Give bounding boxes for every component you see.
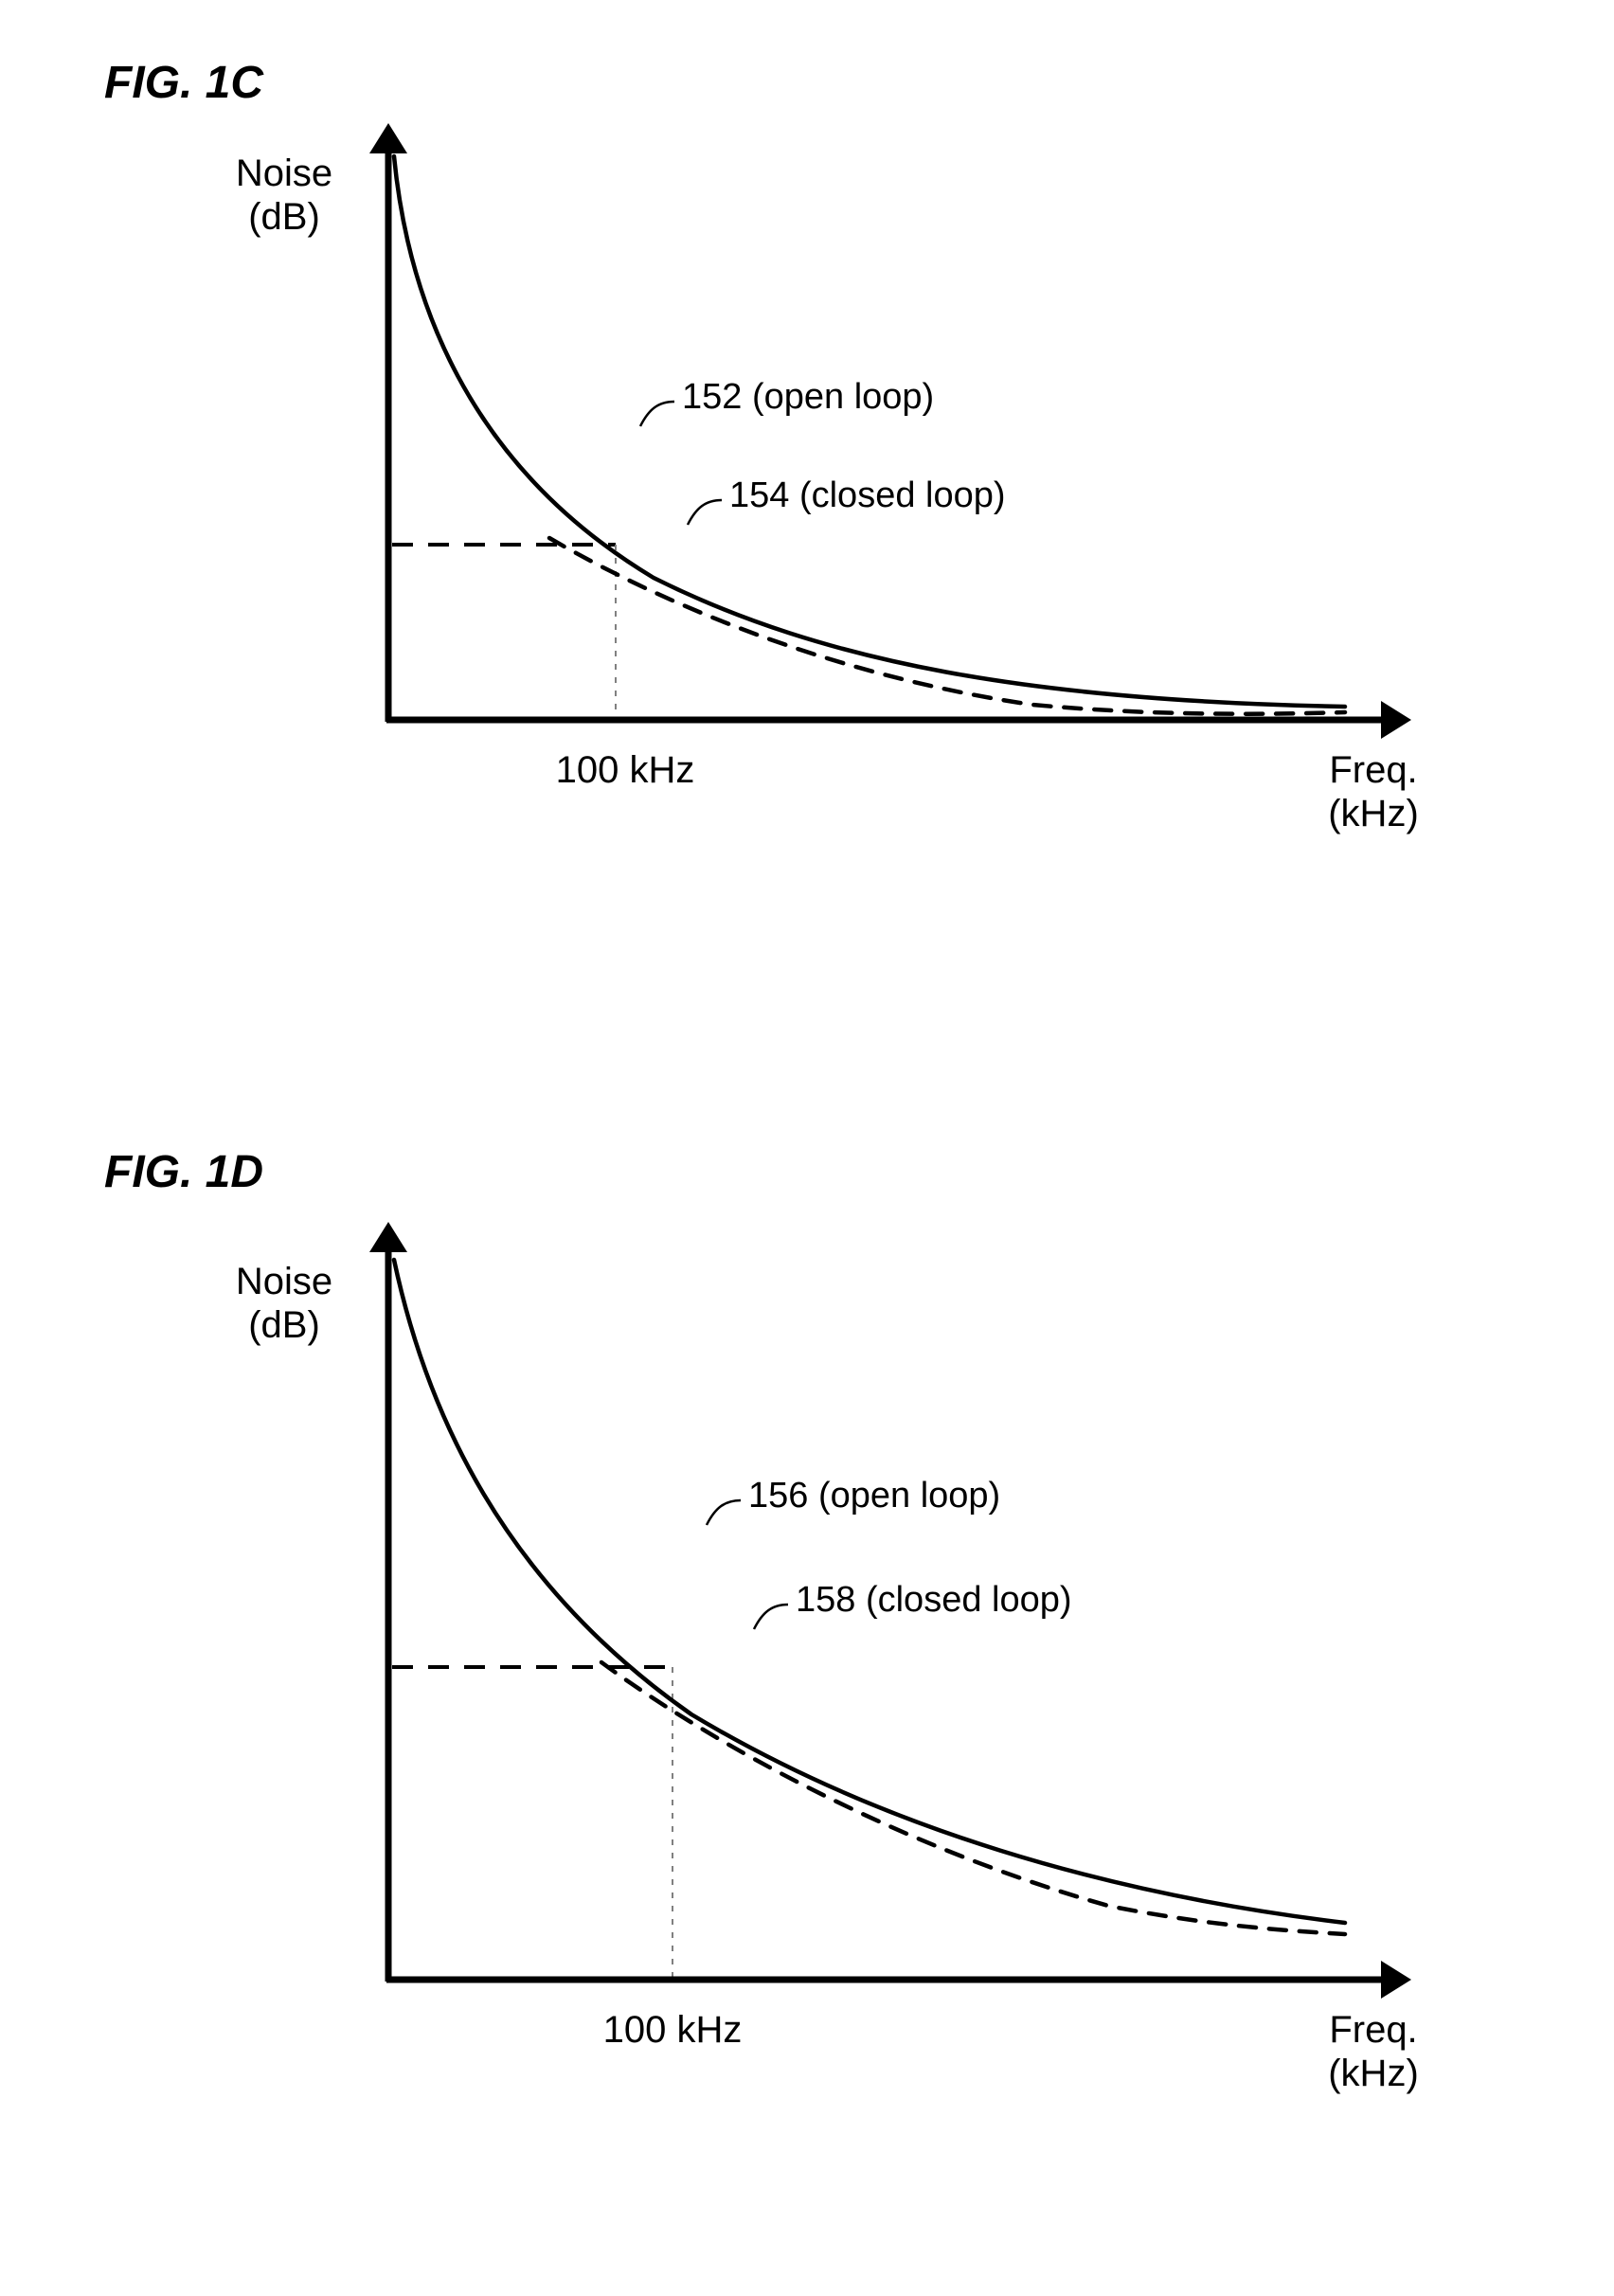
x-tick-label: 100 kHz xyxy=(578,2008,767,2052)
chart: Noise (dB)Freq. (kHz)100 kHz152 (open lo… xyxy=(369,123,1411,824)
x-axis-label: Freq. (kHz) xyxy=(1307,2008,1440,2095)
figure-title: FIG. 1D xyxy=(104,1146,263,1198)
curve-annotation: 158 (closed loop) xyxy=(796,1580,1072,1621)
chart-svg xyxy=(369,123,1411,824)
y-axis-label: Noise (dB) xyxy=(208,1260,360,1347)
chart: Noise (dB)Freq. (kHz)100 kHz156 (open lo… xyxy=(369,1222,1411,2093)
x-axis-label: Freq. (kHz) xyxy=(1307,748,1440,835)
figure-title: FIG. 1C xyxy=(104,57,263,109)
curve-annotation: 156 (open loop) xyxy=(748,1476,1000,1516)
x-tick-label: 100 kHz xyxy=(530,748,720,792)
y-axis-label: Noise (dB) xyxy=(208,152,360,239)
curve-annotation: 152 (open loop) xyxy=(682,377,934,418)
curve-annotation: 154 (closed loop) xyxy=(729,475,1006,516)
chart-svg xyxy=(369,1222,1411,2093)
